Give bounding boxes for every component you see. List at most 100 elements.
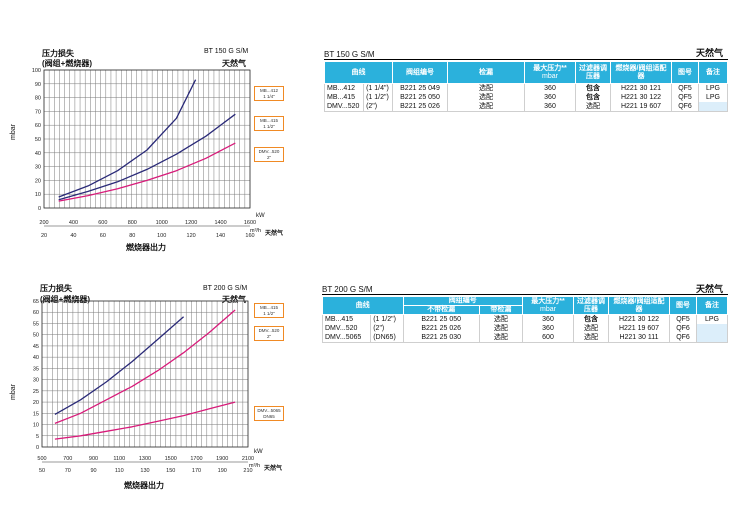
x-tick-label-m3h: 190	[218, 468, 227, 474]
x-tick-label-kw: 1500	[165, 456, 177, 462]
legend-line: MB...415	[259, 305, 278, 310]
cell-drawing: QF5	[669, 314, 697, 324]
y-tick-label: 60	[35, 123, 41, 129]
x-tick-label-kw: 700	[63, 456, 72, 462]
legend-line: DMV...520	[258, 328, 280, 333]
cell-filter: 选配	[575, 102, 611, 112]
x-tick-label-kw: 2100	[242, 456, 254, 462]
legend-line: 1 1/2"	[263, 310, 275, 316]
th-max-pressure-label: 最大压力**	[533, 64, 567, 72]
table2: 曲线 阀组编号 最大压力** mbar 过滤器调压器 燃烧器/阀组适配器 图号 …	[321, 296, 728, 343]
x-tick-label-kw: 1900	[216, 456, 228, 462]
cell-code: B221 25 050	[392, 93, 448, 102]
x-tick-label-m3h: 120	[187, 233, 196, 239]
th-drawing: 图号	[669, 296, 697, 315]
chart2-title-line2: (阀组+燃烧器)	[40, 295, 90, 304]
cell-pmax: 600	[522, 333, 574, 343]
x-tick-label-m3h: 110	[115, 468, 124, 474]
x-tick-label-m3h: 210	[243, 468, 252, 474]
cell-curve: DMV...520	[321, 324, 372, 333]
th-filter: 过滤器调压器	[573, 296, 609, 315]
x-tick-label-m3h: 100	[157, 233, 166, 239]
y-tick-label: 70	[35, 109, 41, 115]
x-tick-label-kw: 800	[128, 220, 137, 226]
y-tick-label: 0	[38, 206, 41, 212]
th-curve: 曲线	[324, 61, 393, 84]
table2-model: BT 200 G S/M	[322, 285, 373, 294]
y-tick-label: 40	[35, 151, 41, 157]
th-valve-code: 阀组编号	[392, 61, 448, 84]
x-tick-label-kw: 600	[98, 220, 107, 226]
cell-drawing: QF6	[671, 102, 699, 112]
chart1-legend-mb412: MB...412 1 1/4"	[254, 86, 284, 101]
y-tick-label: 10	[33, 423, 39, 429]
cell-drawing: QF6	[669, 324, 697, 333]
table-row: MB...415 (1 1/2") B221 25 050 选配 360 包含 …	[321, 314, 728, 324]
cell-code: B221 25 030	[402, 333, 480, 343]
chart2-legend-dmv5065: DMV...5065 DN65	[254, 406, 284, 421]
x-tick-label-kw: 1200	[185, 220, 197, 226]
cell-pmax: 360	[524, 102, 576, 112]
y-tick-label: 5	[36, 434, 39, 440]
y-tick-label: 35	[33, 366, 39, 372]
cell-filter: 包含	[573, 314, 609, 324]
plot-frame	[43, 69, 251, 209]
x-tick-label-m3h: 70	[65, 468, 71, 474]
x-tick-label-m3h: 50	[39, 468, 45, 474]
x-tick-label-kw: 1400	[214, 220, 226, 226]
cell-filter: 选配	[573, 324, 609, 333]
table-row: DMV...5065 (DN65) B221 25 030 选配 600 选配 …	[321, 333, 728, 343]
th-adapter: 燃烧器/阀组适配器	[608, 296, 670, 315]
cell-curve: DMV...5065	[321, 333, 372, 343]
chart1-title-line2: (阀组+燃烧器)	[42, 59, 92, 68]
cell-leak: 选配	[447, 83, 525, 93]
chart2-model: BT 200 G S/M	[203, 285, 248, 292]
chart2-legend-dmv520: DMV...520 2"	[254, 326, 284, 341]
chart1-gas-label: 天然气	[222, 59, 246, 68]
cell-drawing: QF5	[671, 93, 699, 102]
series-line-1	[58, 113, 236, 201]
cell-leak: 选配	[478, 333, 524, 343]
plot-frame	[41, 300, 249, 448]
x-tick-label-kw: 200	[39, 220, 48, 226]
x-tick-label-m3h: 40	[70, 233, 76, 239]
x-tick-label-kw: 1700	[190, 456, 202, 462]
cell-filter: 选配	[573, 333, 609, 343]
y-tick-label: 65	[33, 299, 39, 305]
chart2-gas-label: 天然气	[222, 295, 246, 304]
cell-note	[696, 333, 728, 343]
cell-note: LPG	[696, 314, 728, 324]
cell-note: LPG	[698, 93, 728, 102]
chart1-m3h-gas: 天然气	[265, 231, 284, 237]
cell-drawing: QF6	[669, 333, 697, 343]
cell-adapter: H221 19 607	[610, 102, 672, 112]
y-tick-label: 20	[35, 178, 41, 184]
th-curve: 曲线	[322, 296, 404, 315]
chart2-legend-mb415: MB...415 1 1/2"	[254, 303, 284, 318]
x-tick-label-kw: 500	[37, 456, 46, 462]
th-note: 备注	[696, 296, 728, 315]
cell-leak: 选配	[478, 324, 524, 333]
y-tick-label: 0	[36, 445, 39, 451]
y-tick-label: 25	[33, 389, 39, 395]
table1: 曲线 阀组编号 检漏 最大压力** mbar 过滤器调压器 燃烧器/阀组适配器 …	[323, 61, 728, 112]
table1-model: BT 150 G S/M	[324, 50, 375, 59]
x-tick-label-m3h: 160	[245, 233, 254, 239]
legend-line: MB...415	[259, 118, 278, 123]
th-max-pressure-label: 最大压力**	[531, 297, 565, 305]
y-tick-label: 45	[33, 344, 39, 350]
y-tick-label: 90	[35, 82, 41, 88]
cell-adapter: H221 30 121	[610, 83, 672, 93]
chart1-legend-mb415: MB...415 1 1/2"	[254, 116, 284, 131]
x-tick-label-m3h: 20	[41, 233, 47, 239]
cell-note	[696, 324, 728, 333]
legend-line: 1 1/2"	[263, 123, 275, 129]
cell-size: (2")	[370, 324, 404, 333]
series-line-2	[58, 142, 236, 202]
cell-pmax: 360	[522, 314, 574, 324]
table-row: DMV...520 (2") B221 25 026 选配 360 选配 H22…	[321, 324, 728, 333]
cell-curve: MB...412	[323, 83, 365, 93]
x-tick-label-kw: 400	[69, 220, 78, 226]
y-tick-label: 100	[32, 68, 41, 74]
